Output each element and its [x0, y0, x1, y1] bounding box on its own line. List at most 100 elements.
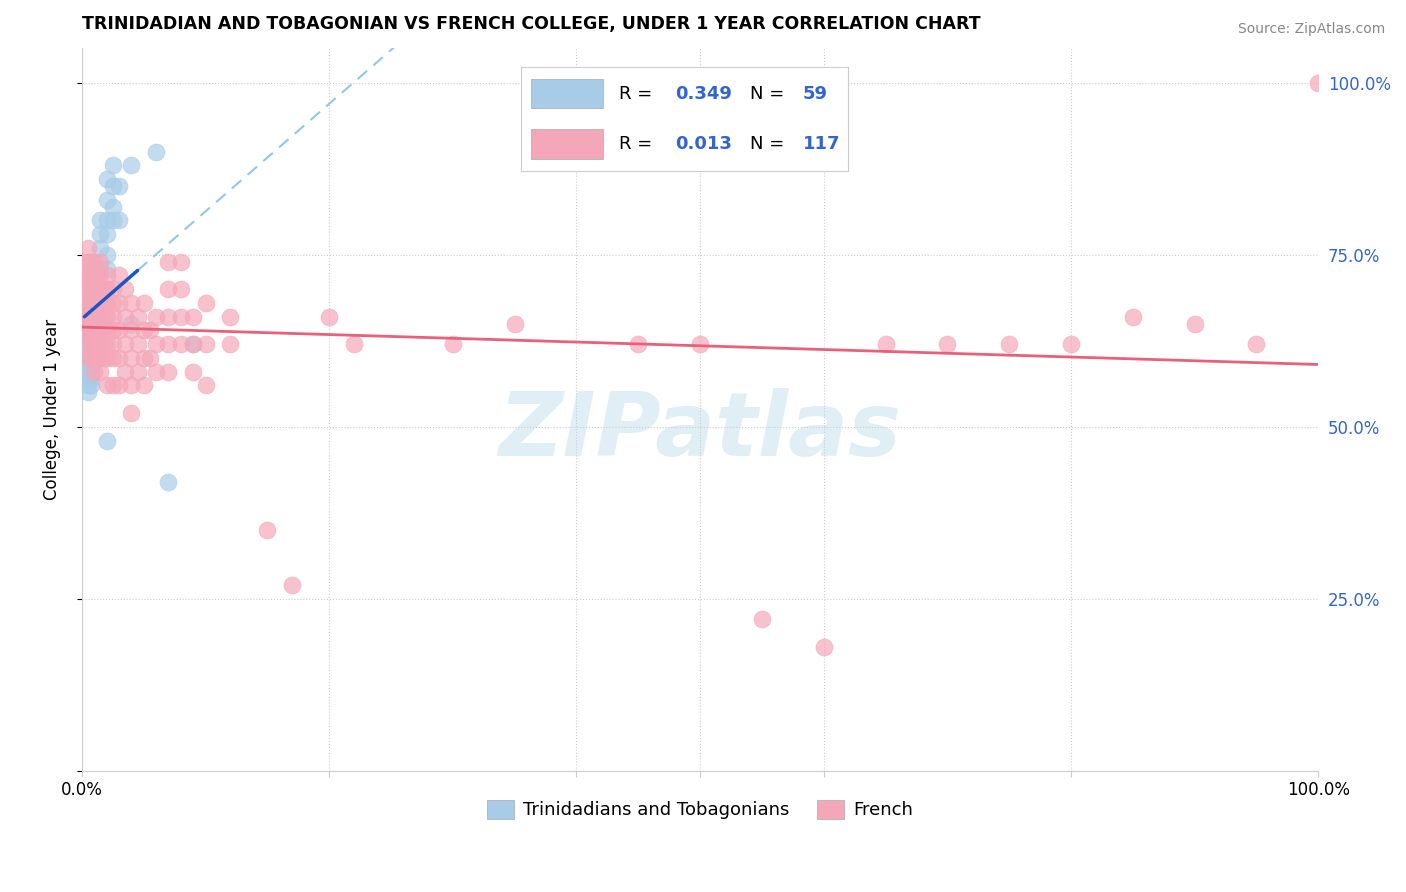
Point — [83, 282, 105, 296]
Point — [157, 254, 180, 268]
Point — [79, 296, 101, 310]
Point — [96, 248, 118, 262]
Point — [89, 261, 111, 276]
Point — [89, 310, 111, 324]
Point — [101, 179, 124, 194]
Point — [93, 323, 115, 337]
Point — [120, 378, 142, 392]
Point — [936, 337, 959, 351]
Point — [79, 378, 101, 392]
Point — [281, 578, 304, 592]
Point — [83, 323, 105, 337]
Point — [87, 282, 110, 296]
Point — [108, 268, 131, 283]
Point — [83, 330, 105, 344]
Point — [170, 310, 193, 324]
Point — [79, 337, 101, 351]
Point — [75, 310, 97, 324]
Point — [77, 351, 100, 365]
Point — [219, 310, 242, 324]
Point — [318, 310, 340, 324]
Point — [77, 241, 100, 255]
Point — [77, 310, 100, 324]
Point — [96, 227, 118, 242]
Point — [75, 323, 97, 337]
Point — [96, 193, 118, 207]
Point — [1122, 310, 1144, 324]
Point — [170, 337, 193, 351]
Point — [79, 344, 101, 359]
Point — [194, 296, 217, 310]
Point — [77, 330, 100, 344]
Legend: Trinidadians and Tobagonians, French: Trinidadians and Tobagonians, French — [479, 793, 920, 827]
Point — [83, 268, 105, 283]
Point — [194, 378, 217, 392]
Point — [77, 296, 100, 310]
Point — [441, 337, 464, 351]
Point — [108, 378, 131, 392]
Point — [127, 310, 149, 324]
Point — [79, 365, 101, 379]
Point — [114, 310, 136, 324]
Point — [79, 268, 101, 283]
Point — [145, 365, 167, 379]
Point — [145, 310, 167, 324]
Point — [157, 365, 180, 379]
Point — [108, 213, 131, 227]
Point — [79, 323, 101, 337]
Point — [83, 302, 105, 317]
Point — [170, 282, 193, 296]
Point — [83, 310, 105, 324]
Point — [101, 351, 124, 365]
Point — [77, 323, 100, 337]
Point — [157, 282, 180, 296]
Point — [998, 337, 1021, 351]
Point — [108, 296, 131, 310]
Point — [77, 268, 100, 283]
Point — [77, 310, 100, 324]
Point — [83, 365, 105, 379]
Point — [77, 317, 100, 331]
Point — [79, 254, 101, 268]
Point — [343, 337, 366, 351]
Point — [93, 282, 115, 296]
Point — [83, 337, 105, 351]
Point — [89, 268, 111, 283]
Point — [145, 337, 167, 351]
Point — [108, 351, 131, 365]
Point — [89, 254, 111, 268]
Point — [114, 282, 136, 296]
Point — [87, 268, 110, 283]
Point — [77, 365, 100, 379]
Point — [89, 337, 111, 351]
Point — [120, 323, 142, 337]
Point — [79, 358, 101, 372]
Point — [96, 282, 118, 296]
Point — [114, 337, 136, 351]
Point — [89, 296, 111, 310]
Point — [120, 317, 142, 331]
Point — [75, 296, 97, 310]
Point — [194, 337, 217, 351]
Point — [114, 365, 136, 379]
Point — [87, 351, 110, 365]
Point — [101, 200, 124, 214]
Point — [96, 351, 118, 365]
Point — [75, 282, 97, 296]
Point — [79, 302, 101, 317]
Point — [77, 351, 100, 365]
Point — [79, 330, 101, 344]
Point — [77, 385, 100, 400]
Point — [101, 296, 124, 310]
Point — [77, 344, 100, 359]
Point — [89, 282, 111, 296]
Point — [89, 282, 111, 296]
Point — [170, 254, 193, 268]
Point — [1246, 337, 1268, 351]
Point — [83, 337, 105, 351]
Point — [79, 351, 101, 365]
Point — [751, 612, 773, 626]
Point — [77, 378, 100, 392]
Point — [127, 337, 149, 351]
Point — [157, 475, 180, 489]
